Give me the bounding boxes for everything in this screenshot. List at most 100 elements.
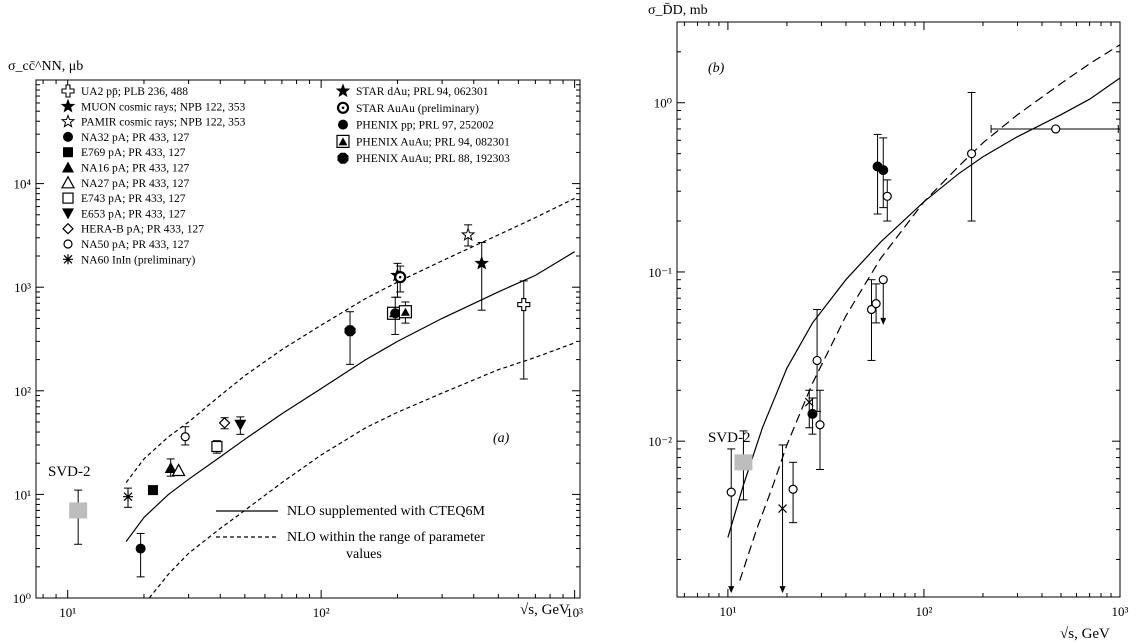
marker-cross bbox=[804, 397, 814, 407]
legend-entry: PHENIX pp; PRL 97, 252002 bbox=[338, 119, 494, 132]
legend-marker-circle-filled bbox=[63, 131, 73, 142]
marker-triangle-down-filled bbox=[234, 419, 247, 431]
marker-star-open bbox=[460, 227, 476, 242]
data-point bbox=[882, 179, 892, 222]
data-point bbox=[398, 301, 413, 324]
panel-b-ylabel: σ_D̄D, mb bbox=[648, 2, 708, 18]
marker-asterisk bbox=[123, 491, 134, 502]
legend-entry: UA2 pp̄; PLB 236, 488 bbox=[61, 84, 188, 98]
curve-solid bbox=[125, 251, 575, 542]
marker-star-filled bbox=[474, 255, 489, 270]
data-point bbox=[394, 265, 407, 293]
panel-b-svd-label: SVD-2 bbox=[708, 430, 751, 446]
legend-label: STAR dAu; PRL 94, 062301 bbox=[356, 86, 489, 98]
curve-solid bbox=[727, 77, 1121, 538]
marker-circle-open bbox=[882, 191, 892, 201]
data-point bbox=[234, 416, 247, 435]
data-point bbox=[474, 242, 489, 311]
panel-a-ylabel: σ_cc̄^NN, μb bbox=[8, 59, 83, 74]
marker-diamond-open bbox=[218, 417, 231, 429]
marker-circle-open bbox=[726, 487, 736, 497]
line-legend-label: NLO supplemented with CTEQ6M bbox=[287, 504, 485, 519]
legend-marker-circle-open bbox=[63, 239, 73, 249]
x-tick-label: 10³ bbox=[1112, 604, 1129, 619]
data-point bbox=[517, 280, 531, 380]
data-point bbox=[218, 417, 231, 430]
marker-octagon-filled bbox=[344, 325, 356, 337]
legend-marker-diamond-open bbox=[62, 222, 74, 235]
x-tick-label: 10² bbox=[915, 604, 932, 619]
x-tick-label: 10³ bbox=[566, 605, 583, 620]
data-point bbox=[180, 426, 190, 446]
legend-label: E653 pA; PR 433, 127 bbox=[81, 208, 186, 220]
panel-b-xlabel: √s, GeV bbox=[1060, 626, 1110, 642]
line-legend-entry: values bbox=[346, 547, 382, 562]
legend-entry: NA50 pA; PR 433, 127 bbox=[63, 239, 190, 251]
legend-marker-triangle-open bbox=[60, 175, 76, 189]
data-point bbox=[788, 461, 798, 524]
marker-circle-open bbox=[866, 304, 877, 315]
line-legend-label: values bbox=[346, 547, 382, 562]
legend-marker-cross-open bbox=[61, 84, 75, 98]
data-point bbox=[69, 489, 88, 545]
marker-circle-open bbox=[966, 149, 977, 159]
legend-marker-square-open bbox=[62, 192, 74, 204]
legend-entry: E743 pA; PR 433, 127 bbox=[62, 192, 186, 205]
marker-circle-open bbox=[815, 420, 825, 430]
marker-circle-open bbox=[812, 355, 822, 366]
curve-dashed bbox=[148, 342, 575, 599]
data-point bbox=[123, 487, 134, 508]
data-point bbox=[171, 463, 186, 477]
line-legend-entry: NLO within the range of parameter bbox=[216, 530, 485, 545]
marker-triangle-open bbox=[171, 463, 186, 477]
data-point bbox=[966, 91, 977, 222]
legend-label: E769 pA; PR 433, 127 bbox=[81, 147, 186, 159]
legend-entry: E653 pA; PR 433, 127 bbox=[62, 208, 186, 220]
marker-circle-open bbox=[878, 275, 888, 285]
legend-label: NA32 pA; PR 433, 127 bbox=[81, 132, 190, 144]
legend-entry: E769 pA; PR 433, 127 bbox=[63, 147, 186, 159]
y-tick-label: 10⁰ bbox=[13, 591, 31, 606]
data-point bbox=[390, 296, 401, 335]
panel-a-svd-label: SVD-2 bbox=[48, 464, 91, 480]
panel-a-frame bbox=[35, 79, 581, 599]
x-tick-label: 10¹ bbox=[59, 605, 76, 620]
panel-b: 10¹ 10² 10³ 10⁻² 10⁻¹ 10⁰ σ_D̄D, mb √s, GeV (… bbox=[648, 2, 1129, 642]
data-point bbox=[460, 224, 476, 247]
line-legend-entry: NLO supplemented with CTEQ6M bbox=[216, 504, 485, 519]
marker-cross bbox=[778, 504, 787, 513]
marker-circle-filled bbox=[807, 408, 818, 419]
y-tick-label: 10³ bbox=[14, 280, 31, 295]
data-point bbox=[812, 309, 822, 412]
marker-circle-dot bbox=[394, 271, 407, 284]
legend-label: NA16 pA; PR 433, 127 bbox=[81, 163, 190, 175]
data-point bbox=[135, 532, 146, 578]
panel-a-label: (a) bbox=[493, 431, 510, 446]
marker-cross-open bbox=[517, 298, 531, 312]
y-tick-label: 10⁰ bbox=[654, 96, 672, 111]
legend-label: PHENIX AuAu; PRL 88, 192303 bbox=[356, 153, 510, 165]
panel-a-xlabel: √s, GeV bbox=[520, 602, 570, 618]
data-point bbox=[726, 448, 736, 594]
data-point bbox=[871, 283, 881, 324]
legend-marker-circle-dot bbox=[336, 101, 350, 114]
legend-entry: NA32 pA; PR 433, 127 bbox=[63, 131, 190, 144]
data-point bbox=[866, 279, 877, 361]
panel-a: 10¹ 10² 10³ 10⁰ 10¹ 10² 10³ 10⁴ σ_cc̄^NN, μb √s… bbox=[8, 59, 583, 620]
arrow-down bbox=[880, 317, 887, 325]
curve-dashed bbox=[125, 197, 575, 483]
legend-label: E743 pA; PR 433, 127 bbox=[81, 193, 186, 205]
panel-b-frame bbox=[676, 21, 1121, 598]
data-point bbox=[164, 458, 177, 477]
legend-marker-triangle-down-filled bbox=[62, 208, 74, 220]
marker-circle-open bbox=[871, 299, 881, 309]
legend-entry: STAR AuAu (preliminary) bbox=[336, 101, 479, 115]
legend-label: PHENIX AuAu; PRL 94, 082301 bbox=[356, 136, 510, 148]
legend-label: UA2 pp̄; PLB 236, 488 bbox=[81, 86, 188, 98]
marker-square-open bbox=[211, 440, 223, 453]
legend-entry: NA27 pA; PR 433, 127 bbox=[60, 175, 190, 190]
line-legend-label: NLO within the range of parameter bbox=[287, 530, 485, 545]
arrow-down bbox=[779, 586, 786, 594]
y-tick-label: 10² bbox=[14, 384, 31, 399]
